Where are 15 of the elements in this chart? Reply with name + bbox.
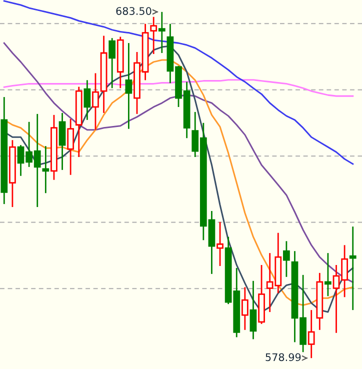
candlestick [349, 226, 356, 311]
candlestick [58, 112, 66, 171]
annotation: 683.50 [116, 7, 152, 15]
candlestick [216, 221, 224, 267]
candlestick [108, 37, 116, 89]
candlestick [125, 42, 132, 130]
candlestick [250, 280, 257, 340]
candlestick [42, 145, 50, 194]
candlestick [283, 240, 290, 278]
candlestick [84, 79, 91, 121]
candlestick [241, 286, 248, 331]
candlestick [324, 252, 332, 297]
candlestick [150, 16, 158, 55]
candlestick [67, 118, 74, 176]
annotation: 578.99 [266, 353, 301, 362]
